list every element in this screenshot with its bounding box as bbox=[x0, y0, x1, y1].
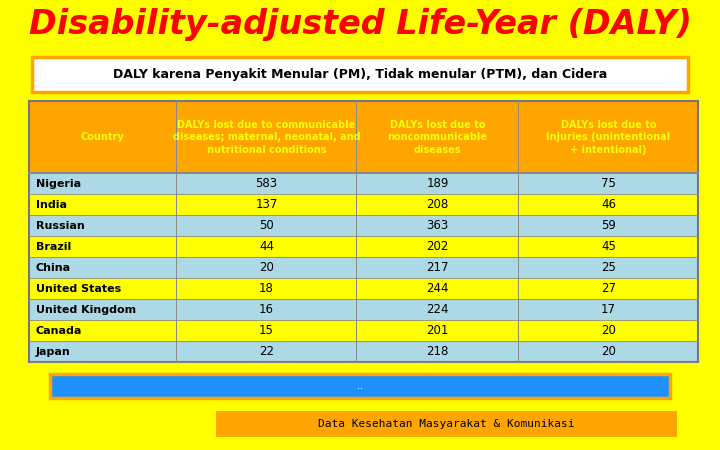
Text: 20: 20 bbox=[259, 261, 274, 274]
Text: 17: 17 bbox=[601, 303, 616, 316]
Text: DALYs lost due to
injuries (unintentional
+ intentional): DALYs lost due to injuries (unintentiona… bbox=[546, 120, 670, 155]
Text: United States: United States bbox=[36, 284, 121, 294]
Text: 15: 15 bbox=[259, 324, 274, 337]
Text: Russian: Russian bbox=[36, 221, 85, 231]
FancyBboxPatch shape bbox=[216, 411, 677, 437]
FancyBboxPatch shape bbox=[29, 194, 698, 215]
Text: 75: 75 bbox=[601, 177, 616, 190]
FancyBboxPatch shape bbox=[29, 101, 698, 173]
FancyBboxPatch shape bbox=[29, 278, 698, 299]
Text: DALYs lost due to
noncommunicable
diseases: DALYs lost due to noncommunicable diseas… bbox=[387, 120, 487, 155]
Text: 189: 189 bbox=[426, 177, 449, 190]
FancyBboxPatch shape bbox=[32, 57, 688, 92]
Text: 20: 20 bbox=[601, 324, 616, 337]
Text: Canada: Canada bbox=[36, 326, 82, 336]
Text: ..: .. bbox=[357, 381, 363, 391]
FancyBboxPatch shape bbox=[29, 320, 698, 341]
Text: 59: 59 bbox=[601, 219, 616, 232]
Text: United Kingdom: United Kingdom bbox=[36, 305, 136, 315]
Text: 22: 22 bbox=[259, 345, 274, 358]
Text: Japan: Japan bbox=[36, 347, 71, 357]
FancyBboxPatch shape bbox=[29, 257, 698, 278]
Text: Disability-adjusted Life-Year (DALY): Disability-adjusted Life-Year (DALY) bbox=[29, 8, 691, 41]
Text: 25: 25 bbox=[601, 261, 616, 274]
Text: 18: 18 bbox=[259, 282, 274, 295]
Text: 20: 20 bbox=[601, 345, 616, 358]
FancyBboxPatch shape bbox=[29, 236, 698, 257]
Text: 137: 137 bbox=[255, 198, 278, 211]
FancyBboxPatch shape bbox=[50, 374, 670, 398]
FancyBboxPatch shape bbox=[29, 341, 698, 362]
Text: 244: 244 bbox=[426, 282, 449, 295]
FancyBboxPatch shape bbox=[29, 215, 698, 236]
Text: 363: 363 bbox=[426, 219, 449, 232]
Text: Nigeria: Nigeria bbox=[36, 179, 81, 189]
Text: 218: 218 bbox=[426, 345, 449, 358]
Text: 50: 50 bbox=[259, 219, 274, 232]
Text: India: India bbox=[36, 200, 67, 210]
Text: DALY karena Penyakit Menular (PM), Tidak menular (PTM), dan Cidera: DALY karena Penyakit Menular (PM), Tidak… bbox=[113, 68, 607, 81]
Text: 202: 202 bbox=[426, 240, 449, 253]
Text: 583: 583 bbox=[256, 177, 277, 190]
Text: 217: 217 bbox=[426, 261, 449, 274]
Text: 27: 27 bbox=[601, 282, 616, 295]
Text: 45: 45 bbox=[601, 240, 616, 253]
Text: 46: 46 bbox=[601, 198, 616, 211]
Text: 208: 208 bbox=[426, 198, 449, 211]
Text: Country: Country bbox=[81, 132, 125, 142]
Text: China: China bbox=[36, 263, 71, 273]
Text: Brazil: Brazil bbox=[36, 242, 71, 252]
Text: 44: 44 bbox=[259, 240, 274, 253]
Text: Data Kesehatan Masyarakat & Komunikasi: Data Kesehatan Masyarakat & Komunikasi bbox=[318, 419, 575, 429]
FancyBboxPatch shape bbox=[29, 173, 698, 194]
FancyBboxPatch shape bbox=[29, 299, 698, 320]
Text: DALYs lost due to communicable
diseases; maternal, neonatal, and
nutritional con: DALYs lost due to communicable diseases;… bbox=[173, 120, 360, 155]
Text: 201: 201 bbox=[426, 324, 449, 337]
Text: 224: 224 bbox=[426, 303, 449, 316]
Text: 16: 16 bbox=[259, 303, 274, 316]
FancyBboxPatch shape bbox=[0, 0, 720, 54]
